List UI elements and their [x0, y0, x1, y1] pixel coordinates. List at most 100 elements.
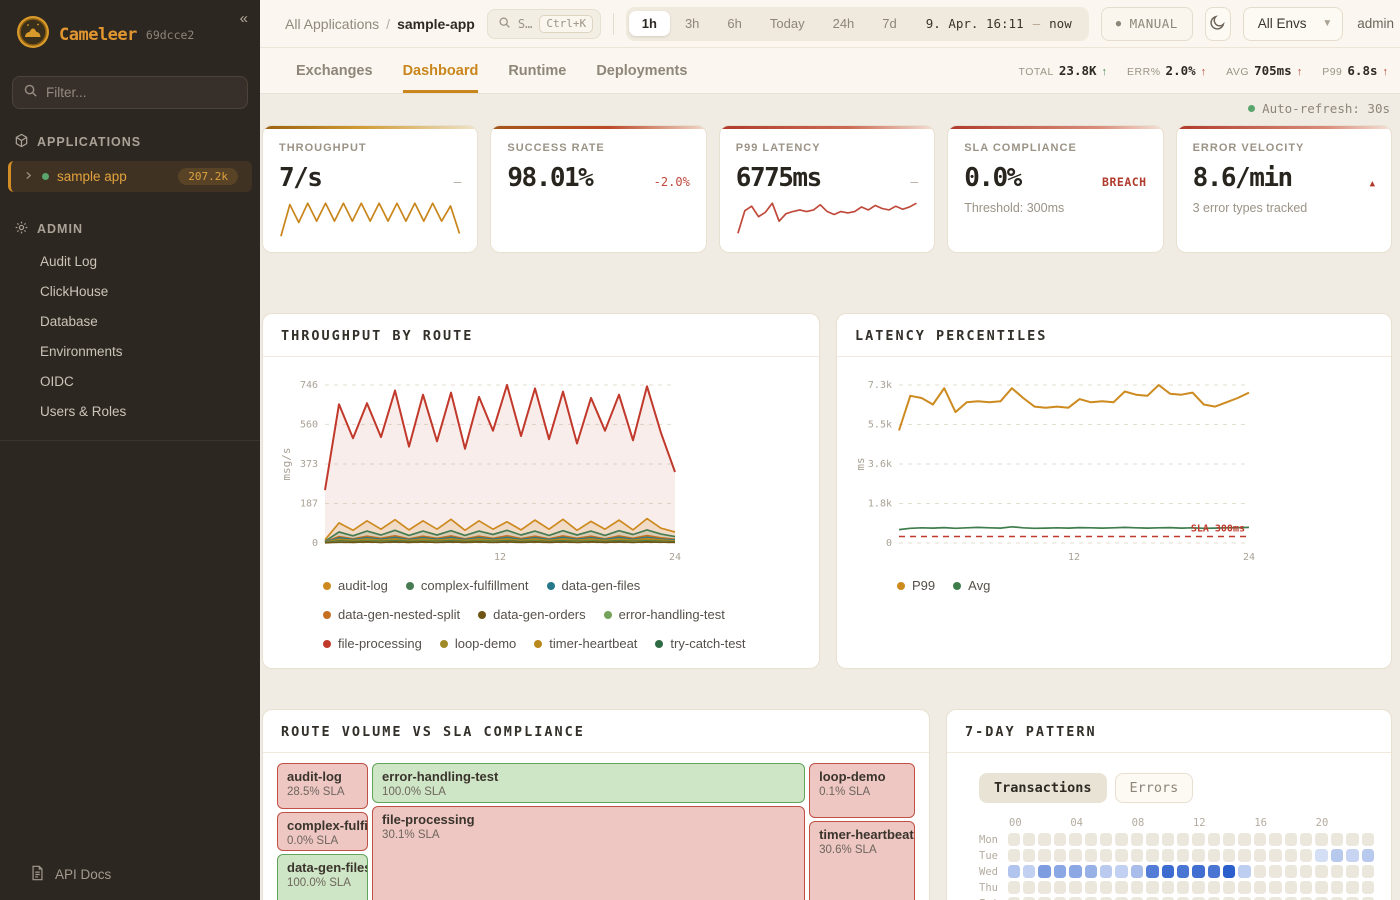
treemap-tile-audit-log[interactable]: audit-log 28.5% SLA	[277, 763, 368, 809]
heatmap-cell	[1330, 849, 1344, 862]
heatmap-cell	[1022, 849, 1036, 862]
heatmap-cell	[1238, 881, 1251, 894]
kpi-card-throughput: THROUGHPUT 7/s –	[262, 125, 479, 253]
heatmap-cell	[1315, 865, 1328, 878]
legend-item-file-processing[interactable]: file-processing	[323, 636, 422, 651]
admin-section-label: ADMIN	[0, 210, 260, 246]
chart-legend: audit-log complex-fulfillment data-gen-fil…	[323, 578, 793, 651]
breadcrumb-current: sample-app	[397, 15, 475, 32]
toggle-transactions[interactable]: Transactions	[979, 773, 1107, 803]
kpi-card-success-rate: SUCCESS RATE 98.01% -2.0%	[490, 125, 707, 253]
heatmap-cell	[1176, 833, 1190, 846]
app-count-badge: 207.2k	[178, 168, 238, 185]
time-range-7d[interactable]: 7d	[882, 16, 897, 31]
tile-name: loop-demo	[819, 769, 886, 784]
tab-exchanges[interactable]: Exchanges	[296, 62, 373, 79]
legend-dot-icon	[603, 610, 612, 619]
tile-sla: 30.6% SLA	[819, 844, 877, 856]
heatmap-cell	[1007, 897, 1020, 900]
dashboard-content: Auto-refresh: 30s THROUGHPUT 7/s – SUCCESS …	[260, 94, 1400, 900]
heatmap-cell	[1099, 833, 1113, 846]
treemap-tile-error-handling-test[interactable]: error-handling-test 100.0% SLA	[372, 763, 805, 803]
heatmap-cell	[1146, 881, 1159, 894]
heatmap-cell	[1022, 865, 1036, 878]
legend-item-p99[interactable]: P99	[897, 578, 935, 593]
auto-refresh-status: Auto-refresh: 30s	[262, 94, 1392, 125]
time-range-1h[interactable]: 1h	[628, 11, 670, 36]
treemap-tile-timer-heartbeat[interactable]: timer-heartbeat 30.6% SLA	[809, 821, 915, 900]
time-range-6h[interactable]: 6h	[727, 16, 742, 31]
treemap-tile-loop-demo[interactable]: loop-demo 0.1% SLA	[809, 763, 915, 818]
svg-text:746: 746	[300, 380, 318, 391]
sidebar-filter	[12, 76, 248, 109]
tile-name: file-processing	[382, 812, 475, 827]
tab-runtime[interactable]: Runtime	[508, 62, 567, 79]
sidebar-item-oidc[interactable]: OIDC	[40, 373, 74, 389]
legend-item-audit-log[interactable]: audit-log	[323, 578, 388, 593]
sidebar-item-api-docs[interactable]: API Docs	[0, 849, 260, 900]
sidebar-item-sample-app[interactable]: sample app 207.2k	[8, 161, 252, 192]
treemap-tile-complex-fulfil-[interactable]: complex-fulfil... 0.0% SLA	[277, 812, 368, 851]
charts-row: THROUGHPUT BY ROUTE 0 187 373 560 746 msg/s 12…	[262, 313, 1392, 669]
day-label: Tue	[979, 849, 998, 862]
sidebar-item-database[interactable]: Database	[40, 313, 98, 329]
legend-label: complex-fulfillment	[420, 578, 529, 593]
heatmap-cell	[1330, 881, 1344, 894]
seven-day-pattern-panel: 7-DAY PATTERN Transactions Errors 00 04 08 1…	[946, 709, 1392, 900]
sidebar-item-clickhouse[interactable]: ClickHouse	[40, 283, 109, 299]
search-icon	[23, 83, 38, 103]
heatmap-cell	[1253, 881, 1267, 894]
heatmap-cell	[1284, 849, 1298, 862]
heatmap-cell	[1253, 897, 1267, 900]
heatmap-cell	[1223, 881, 1236, 894]
heatmap-cell	[1115, 897, 1128, 900]
treemap-tile-file-processing[interactable]: file-processing 30.1% SLA	[372, 806, 805, 900]
date-range[interactable]: 9. Apr. 16:11 — now	[925, 16, 1072, 31]
hour-label: 04	[1070, 817, 1083, 829]
legend-item-avg[interactable]: Avg	[953, 578, 990, 593]
topbar-divider	[613, 12, 614, 35]
time-range-24h[interactable]: 24h	[832, 16, 855, 31]
heatmap-cell	[1223, 865, 1236, 878]
toggle-errors[interactable]: Errors	[1114, 773, 1194, 803]
sidebar-item-environments[interactable]: Environments	[40, 343, 123, 359]
time-range-today[interactable]: Today	[769, 16, 805, 31]
heatmap-cell	[1176, 865, 1190, 878]
heatmap-cell	[1269, 865, 1282, 878]
sidebar-item-audit-log[interactable]: Audit Log	[40, 253, 98, 269]
hour-label: 00	[1009, 817, 1022, 829]
time-range-3h[interactable]: 3h	[684, 16, 700, 31]
heatmap-cell	[1007, 865, 1020, 878]
legend-item-try-catch-test[interactable]: try-catch-test	[655, 636, 746, 651]
tab-dashboard[interactable]: Dashboard	[402, 48, 479, 93]
stat-label: ERR%	[1127, 66, 1161, 78]
heatmap-cell	[1300, 849, 1313, 862]
filter-input[interactable]	[46, 85, 237, 100]
breadcrumb-all-applications[interactable]: All Applications	[285, 15, 380, 32]
legend-item-timer-heartbeat[interactable]: timer-heartbeat	[534, 636, 637, 651]
heatmap-cell	[1192, 881, 1205, 894]
kpi-card-sla-compliance: SLA COMPLIANCE 0.0% BREACH Threshold: 300ms	[947, 125, 1164, 253]
dark-mode-toggle[interactable]	[1204, 6, 1231, 41]
panel-title: THROUGHPUT BY ROUTE	[263, 314, 819, 357]
heatmap-cell	[1146, 897, 1159, 900]
chevron-right-icon[interactable]	[23, 168, 34, 186]
legend-item-data-gen-orders[interactable]: data-gen-orders	[478, 607, 586, 622]
heatmap-cell	[1346, 849, 1359, 862]
sidebar-collapse-button[interactable]: «	[239, 10, 248, 27]
legend-item-data-gen-files[interactable]: data-gen-files	[546, 578, 640, 593]
legend-item-error-handling-test[interactable]: error-handling-test	[603, 607, 725, 622]
sidebar-item-users-roles[interactable]: Users & Roles	[40, 403, 127, 419]
svg-text:187: 187	[300, 498, 318, 509]
env-select[interactable]: All Envs ▼	[1242, 6, 1344, 41]
heatmap-cell	[1053, 865, 1067, 878]
heatmap-cell	[1176, 897, 1190, 900]
treemap-tile-data-gen-files[interactable]: data-gen-files 100.0% SLA	[277, 854, 368, 900]
global-search[interactable]: S… Ctrl+K	[486, 8, 602, 39]
legend-item-data-gen-nested-split[interactable]: data-gen-nested-split	[323, 607, 460, 622]
kpi-value-row: 8.6/min ▲	[1193, 163, 1375, 193]
tab-deployments[interactable]: Deployments	[596, 62, 688, 79]
legend-item-loop-demo[interactable]: loop-demo	[439, 636, 516, 651]
manual-refresh-button[interactable]: ● MANUAL	[1100, 6, 1193, 41]
legend-item-complex-fulfillment[interactable]: complex-fulfillment	[405, 578, 529, 593]
